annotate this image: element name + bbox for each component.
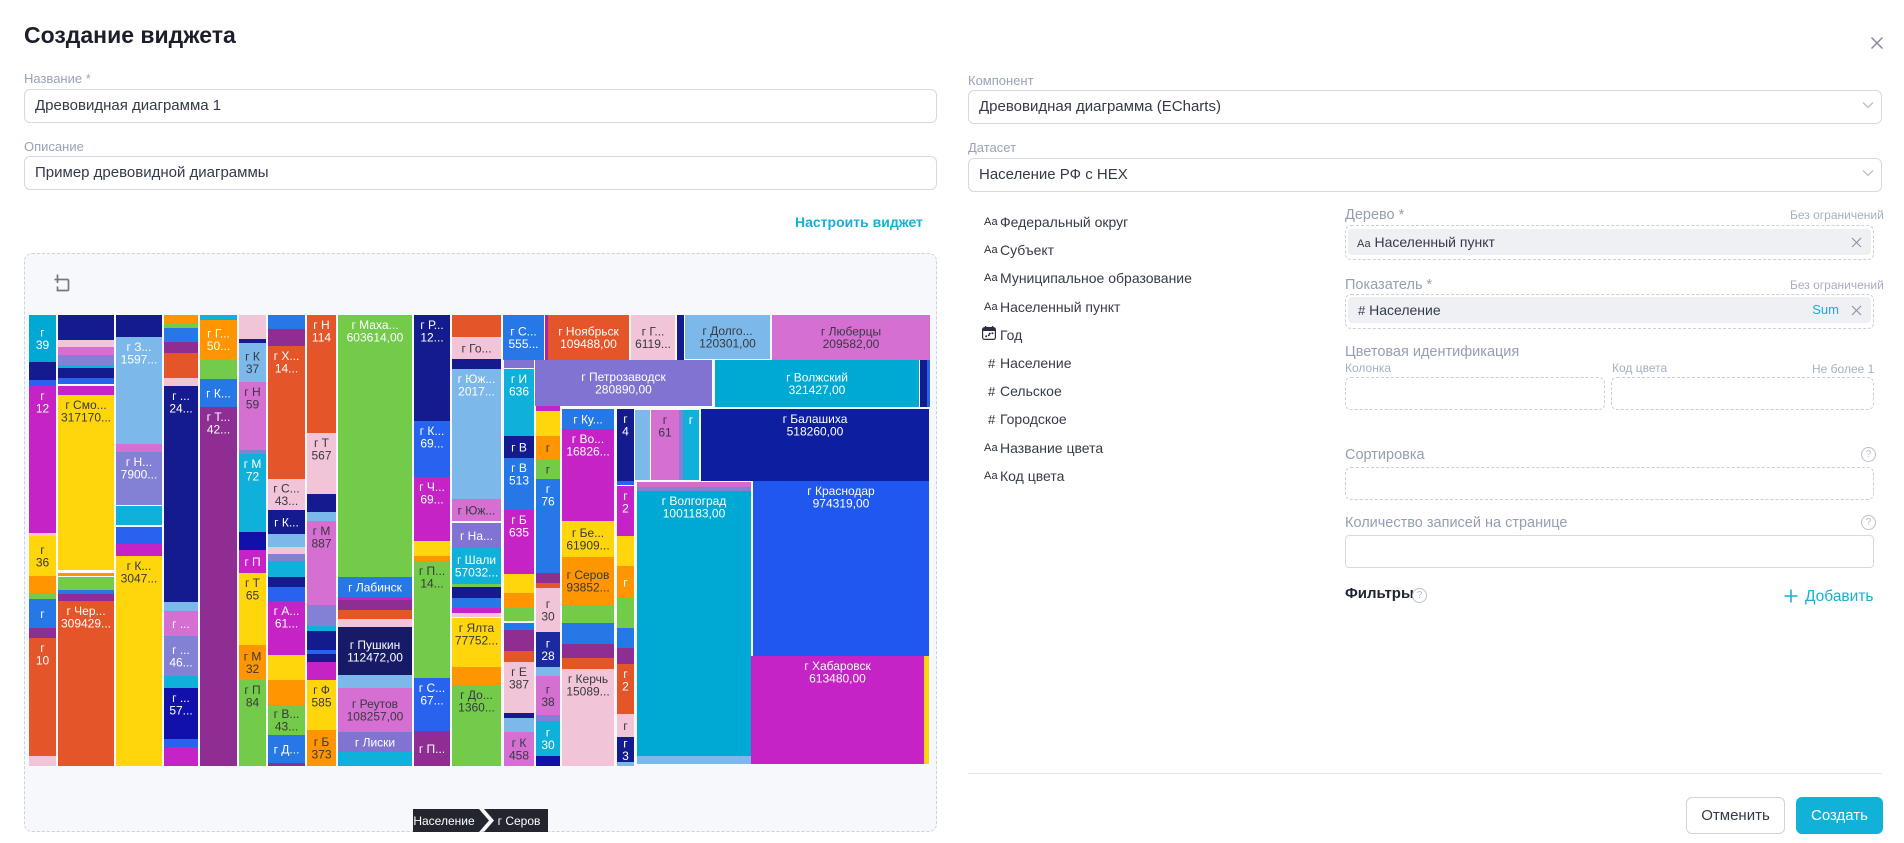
svg-text:г К...3047...: г К... 3047... [121, 559, 158, 586]
svg-text:г76: г 76 [541, 482, 555, 509]
svg-text:г Маха...603614,00: г Маха... 603614,00 [347, 318, 404, 345]
svg-text:г30: г 30 [541, 726, 555, 753]
svg-text:г ...24...: г ... 24... [169, 389, 192, 416]
svg-text:г П...: г П... [419, 742, 445, 756]
svg-text:г С...67...: г С... 67... [419, 681, 445, 708]
svg-text:г Ку...: г Ку... [573, 412, 603, 426]
svg-text:г П84: г П 84 [244, 683, 260, 710]
svg-text:г П: г П [244, 555, 260, 569]
svg-text:г Долго...120301,00: г Долго... 120301,00 [699, 324, 756, 351]
svg-text:г: г [546, 462, 551, 476]
svg-text:г С...555...: г С... 555... [508, 325, 538, 352]
svg-text:г Чер...309429...: г Чер... 309429... [61, 604, 111, 631]
svg-text:г: г [40, 607, 45, 621]
svg-text:г Бе...61909...: г Бе... 61909... [566, 526, 609, 553]
svg-text:г ...46...: г ... 46... [169, 643, 192, 670]
svg-text:г Лабинск: г Лабинск [348, 580, 402, 594]
svg-text:г Т65: г Т 65 [245, 576, 261, 603]
svg-text:г С...43...: г С... 43... [273, 482, 299, 509]
svg-text:г На...: г На... [460, 529, 493, 543]
svg-text:г В: г В [511, 440, 527, 454]
svg-text:г38: г 38 [541, 683, 555, 710]
svg-text:г Смо...317170...: г Смо... 317170... [61, 398, 111, 425]
svg-text:г2: г2 [622, 667, 629, 694]
svg-text:г10: г 10 [36, 641, 50, 668]
svg-text:г30: г 30 [541, 597, 555, 624]
svg-text:г М32: г М 32 [244, 650, 262, 677]
svg-text:г Т...42...: г Т... 42... [207, 410, 231, 437]
svg-text:г Го...: г Го... [461, 341, 491, 355]
svg-text:Население: Население [413, 814, 475, 828]
svg-text:г Г...6119...: г Г... 6119... [635, 325, 671, 352]
svg-text:г В...43...: г В... 43... [274, 707, 300, 734]
svg-text:г Д...: г Д... [274, 742, 300, 756]
svg-text:г: г [623, 575, 628, 589]
svg-text:г Лиски: г Лиски [355, 735, 395, 749]
svg-text:г36: г 36 [36, 543, 50, 570]
svg-text:г Ч...69...: г Ч... 69... [419, 480, 445, 507]
svg-text:г К...: г К... [206, 386, 231, 400]
svg-text:г Во...16826...: г Во... 16826... [566, 432, 609, 459]
svg-text:г Г...50...: г Г... 50... [207, 327, 230, 354]
svg-text:г3: г3 [622, 737, 629, 764]
svg-text:г Н59: г Н 59 [244, 385, 260, 412]
svg-text:г Р...12...: г Р... 12... [420, 318, 443, 345]
svg-text:г39: г 39 [36, 326, 50, 353]
svg-text:г4: г4 [622, 412, 629, 439]
svg-text:г М72: г М 72 [244, 457, 262, 484]
svg-text:г ...57...: г ... 57... [169, 691, 192, 718]
svg-text:г Юж...2017...: г Юж... 2017... [458, 372, 496, 399]
svg-text:г А...61...: г А... 61... [274, 604, 300, 631]
svg-text:г К...69...: г К... 69... [420, 424, 445, 451]
svg-text:г Н...7900...: г Н... 7900... [121, 455, 158, 482]
svg-text:г: г [546, 441, 551, 455]
svg-text:г Юж...: г Юж... [458, 503, 496, 517]
svg-text:г: г [689, 413, 694, 427]
svg-text:г ...: г ... [172, 617, 190, 631]
svg-text:г К37: г К 37 [245, 350, 260, 377]
svg-text:г До...1360...: г До... 1360... [458, 688, 495, 715]
svg-text:г: г [623, 719, 628, 733]
svg-text:г12: г 12 [36, 389, 50, 416]
svg-text:г П...14...: г П... 14... [419, 564, 445, 591]
svg-text:г2: г2 [622, 489, 629, 516]
svg-text:г З...1597...: г З... 1597... [121, 340, 158, 367]
svg-text:г28: г 28 [541, 637, 555, 664]
svg-text:г Серов: г Серов [498, 814, 541, 828]
svg-text:г Х...14...: г Х... 14... [274, 349, 300, 376]
svg-text:г61: г 61 [658, 413, 672, 440]
svg-text:г К...: г К... [274, 515, 299, 529]
